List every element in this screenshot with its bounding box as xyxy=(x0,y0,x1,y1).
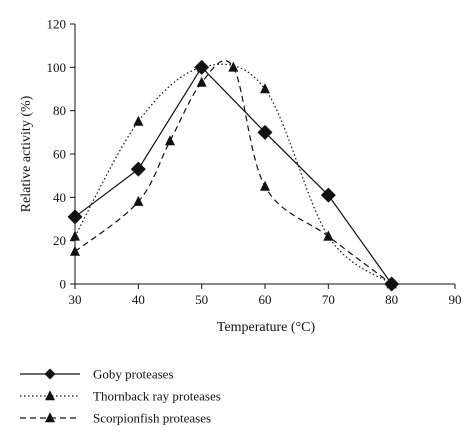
y-tick-label: 40 xyxy=(53,190,66,205)
data-point-series-2 xyxy=(196,76,207,87)
x-tick-label: 50 xyxy=(195,292,208,307)
data-point-series-0 xyxy=(257,124,273,140)
data-point-series-0 xyxy=(320,187,336,203)
legend-label-0: Goby proteases xyxy=(93,367,174,382)
legend-marker-1 xyxy=(45,390,55,401)
x-axis-label: Temperature (°C) xyxy=(217,320,316,335)
y-tick-label: 100 xyxy=(47,60,67,75)
series-markers xyxy=(67,59,400,292)
data-point-series-0 xyxy=(130,161,146,177)
series-lines xyxy=(74,60,393,285)
x-tick-label: 90 xyxy=(449,292,462,307)
data-point-series-0 xyxy=(67,209,83,225)
y-axis-label: Relative activity (%) xyxy=(19,95,34,212)
legend: Goby proteases Thornback ray proteases Sco… xyxy=(20,367,221,426)
legend-marker-2 xyxy=(45,412,55,423)
data-point-series-1 xyxy=(196,61,207,72)
y-tick-label: 60 xyxy=(53,147,66,162)
legend-label-1: Thornback ray proteases xyxy=(93,389,221,404)
series-line-2 xyxy=(74,60,393,285)
axes xyxy=(74,24,455,285)
legend-marker-0 xyxy=(44,368,56,380)
ticks: 30 40 50 60 70 80 90 0 20 40 60 80 100 120 xyxy=(47,17,462,308)
data-point-series-2 xyxy=(165,135,175,146)
x-tick-label: 40 xyxy=(132,292,145,307)
y-tick-label: 120 xyxy=(47,17,67,32)
series-line-1 xyxy=(74,63,393,285)
y-tick-label: 20 xyxy=(53,233,66,248)
data-point-series-2 xyxy=(133,195,144,206)
data-point-series-2 xyxy=(228,61,239,72)
data-point-series-1 xyxy=(260,83,270,94)
data-point-series-1 xyxy=(133,115,144,126)
y-tick-label: 80 xyxy=(53,103,66,118)
x-tick-label: 30 xyxy=(69,292,82,307)
data-point-series-2 xyxy=(70,245,80,256)
y-tick-label: 0 xyxy=(60,277,67,292)
data-point-series-2 xyxy=(323,230,334,241)
data-point-series-1 xyxy=(70,230,80,241)
x-tick-label: 60 xyxy=(259,292,272,307)
data-point-series-2 xyxy=(260,180,270,191)
x-tick-label: 70 xyxy=(322,292,335,307)
legend-label-2: Scorpionfish proteases xyxy=(93,411,211,426)
data-point-series-2 xyxy=(386,278,397,289)
series-line-0 xyxy=(74,66,393,285)
x-tick-label: 80 xyxy=(385,292,398,307)
